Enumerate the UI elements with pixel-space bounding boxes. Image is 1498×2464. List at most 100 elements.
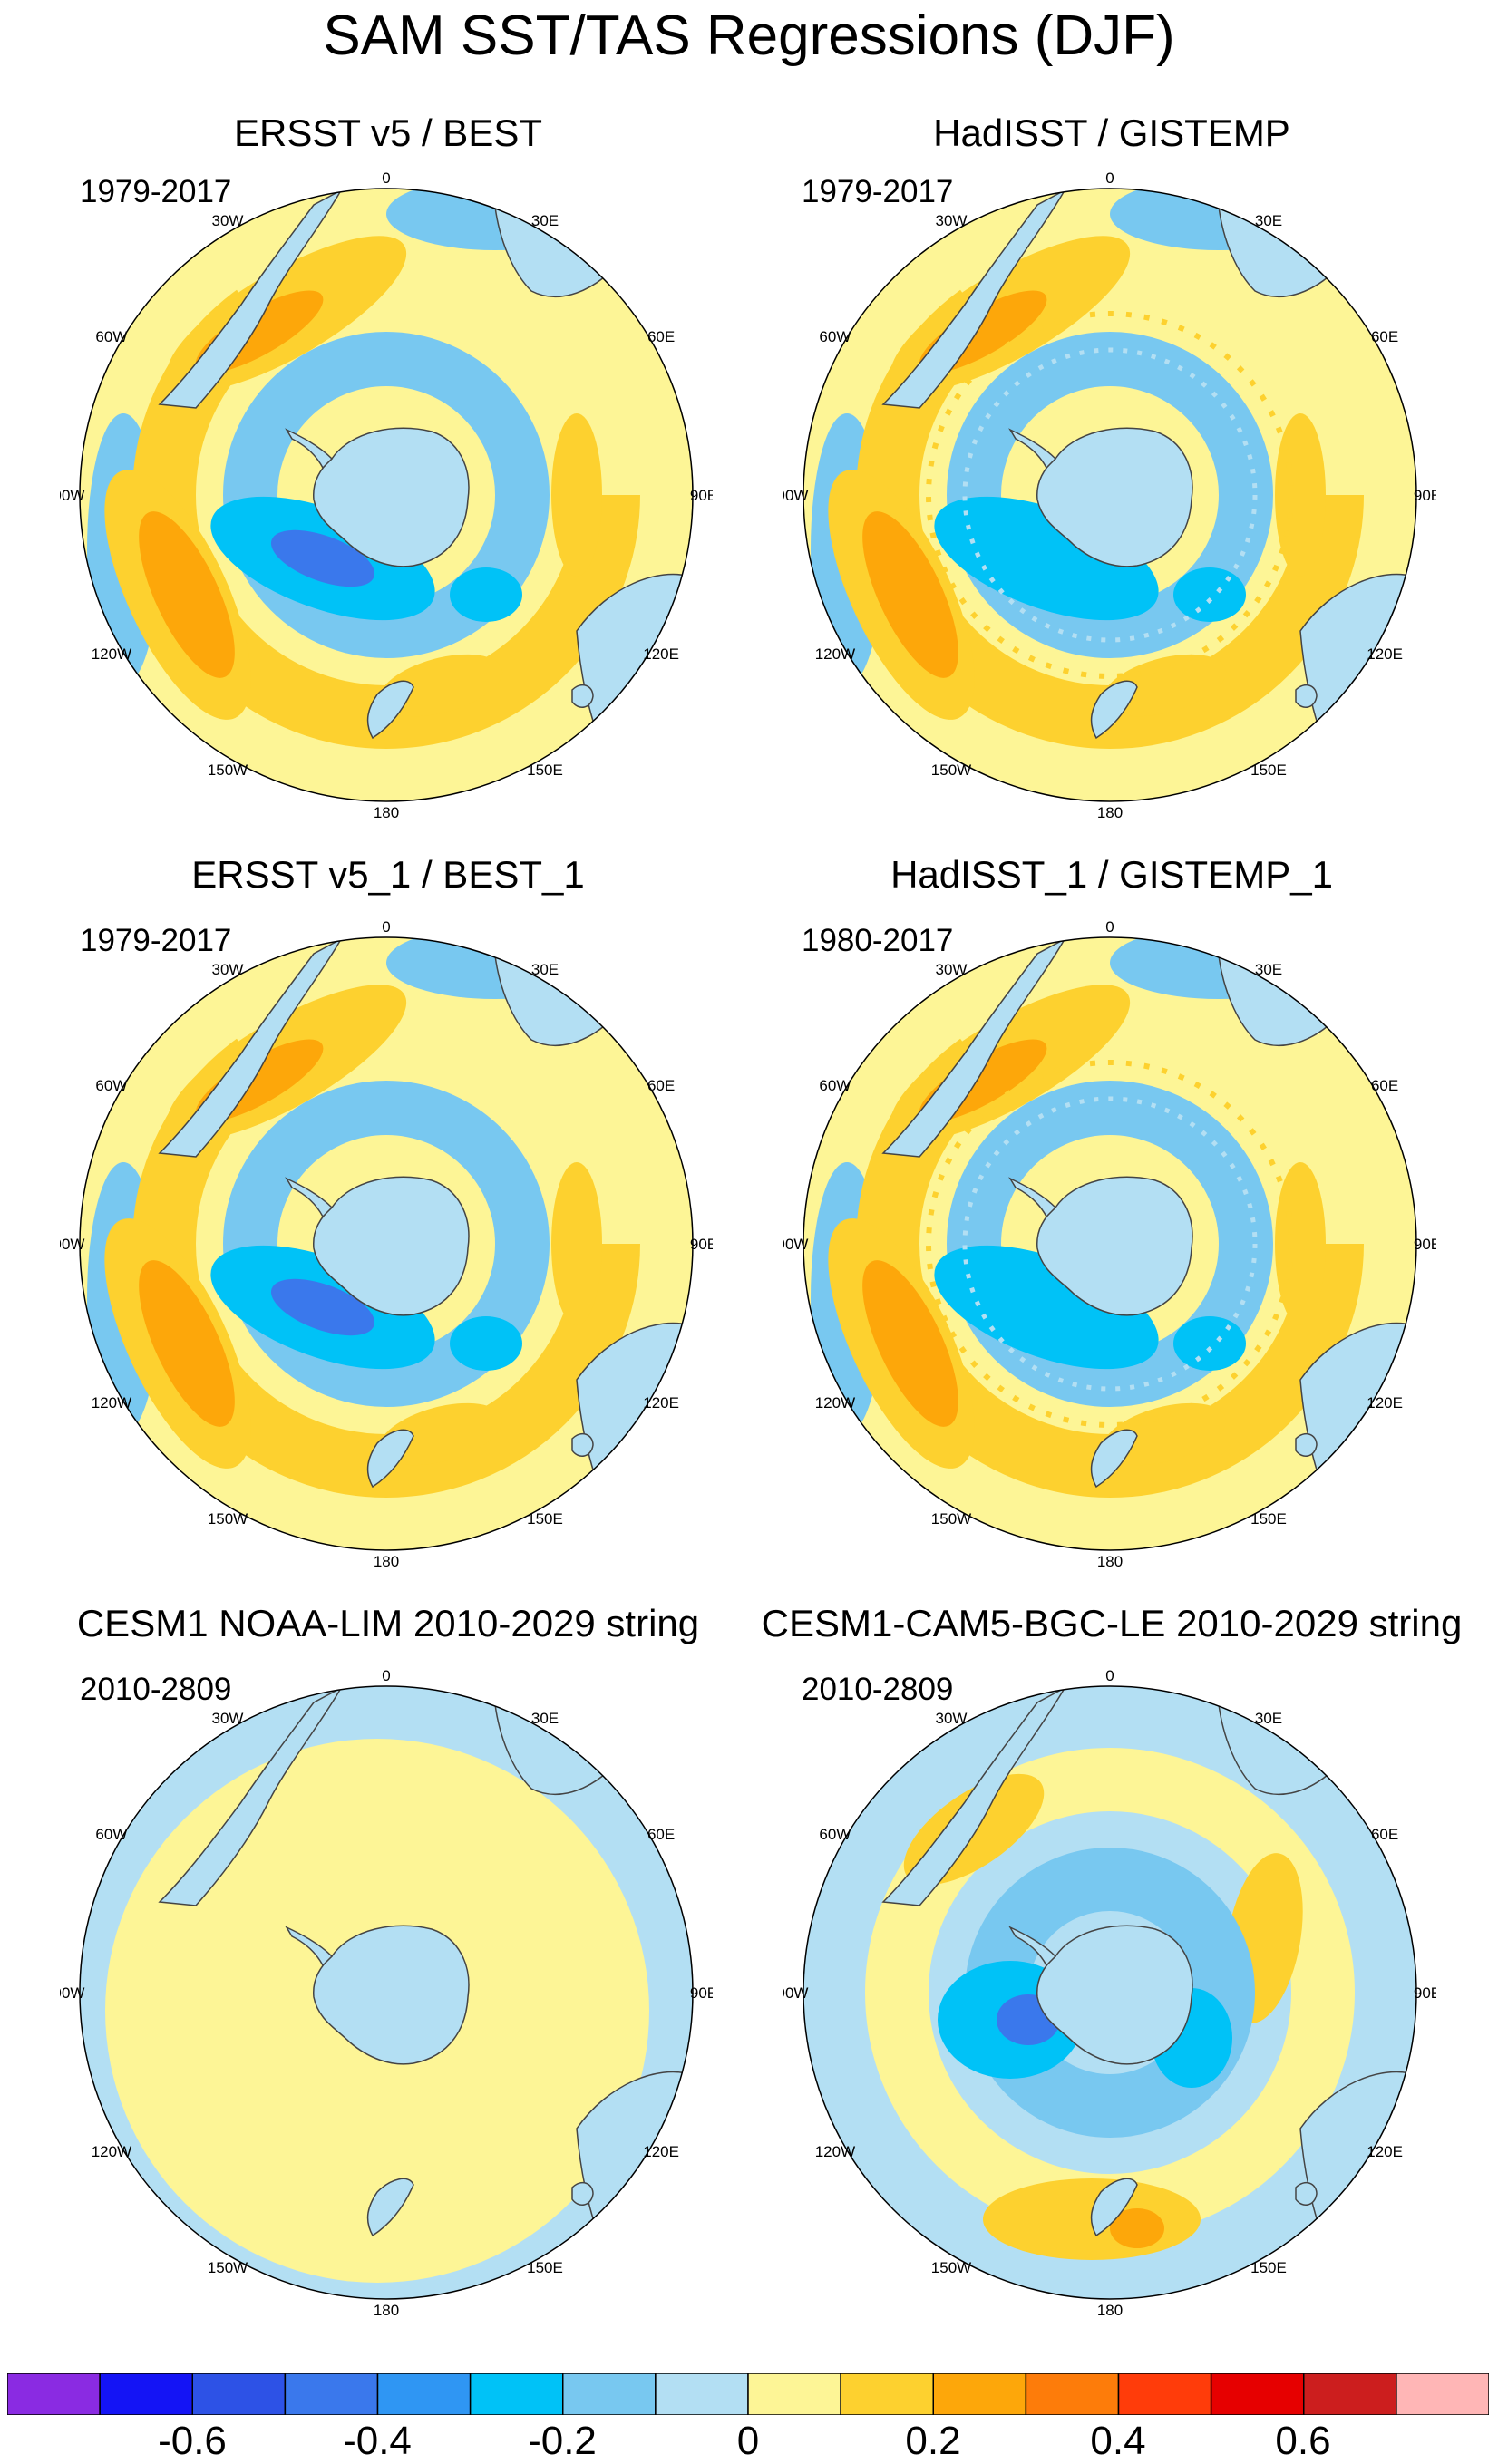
longitude-label: 150W [208,2259,248,2276]
new-zealand-land [366,680,414,740]
negative-anomaly-ring [947,1081,1273,1407]
panel-period-3: 1979-2017 [80,923,232,958]
panel-period-1: 1979-2017 [80,174,232,209]
new-zealand-land [1090,680,1138,740]
longitude-label: 90E [1414,1984,1436,2002]
colorbar-swatch [1025,2373,1120,2415]
amundsen-sea-negative [934,496,1159,621]
longitude-label: 0 [382,170,390,187]
noisy-positive-speckle [926,311,1294,679]
antarctica-land [313,427,470,567]
ross-sea-negative [450,567,522,622]
longitude-label: 180 [374,804,399,821]
amundsen-sea-negative-core [270,1278,375,1336]
longitude-label: 90W [60,1236,84,1253]
colorbar-swatch [284,2373,379,2415]
colorbar-swatch [7,2373,101,2415]
south-atlantic-east-negative [1110,937,1328,999]
colorbar-swatch [1210,2373,1305,2415]
amundsen-sea-negative [934,1245,1159,1370]
longitude-label: 120E [643,645,679,663]
colorbar-swatch [562,2373,657,2415]
longitude-label: 30E [531,1710,559,1727]
ross-sea-negative [1173,1316,1246,1371]
longitude-label: 150E [527,1510,563,1528]
longitude-label: 180 [1097,2302,1123,2319]
map-border [802,1685,1417,2300]
antarctica-land [313,1176,470,1316]
map-border [79,1685,694,2300]
noisy-positive-speckle [926,1060,1294,1428]
map-border [79,936,694,1551]
longitude-label: 120W [92,2143,131,2160]
panel-period-4: 1980-2017 [802,923,954,958]
colorbar-label-3: -0.2 [528,2419,597,2463]
map-field [80,937,693,1550]
colorbar-swatch [191,2373,287,2415]
map-field [80,1686,693,2299]
ross-sea-negative [450,1316,522,1371]
longitude-label: 120W [815,1394,855,1411]
longitude-label: 90W [60,487,84,504]
pacific-positive-core [1110,2208,1164,2248]
colorbar-swatch [840,2373,935,2415]
longitude-label: 150W [931,1510,971,1528]
map-field [803,1686,1416,2299]
longitude-label: 150W [931,2259,971,2276]
colorbar-swatch [655,2373,749,2415]
colorbar-swatch [747,2373,841,2415]
colorbar-swatch [99,2373,194,2415]
longitude-label: 60W [95,328,127,345]
panel-title-2: HadISST / GISTEMP [933,112,1290,154]
longitude-label: 60W [95,1077,127,1094]
indian-ocean-positive [551,413,602,577]
negative-anomaly-ring [947,332,1273,658]
new-zealand-land [1090,2178,1138,2237]
noisy-negative-speckle [962,347,1258,643]
longitude-label: 0 [1105,170,1114,187]
south-atlantic-east-negative [1110,189,1328,250]
longitude-label: 90W [783,487,808,504]
colorbar-label-1: -0.6 [158,2419,227,2463]
colorbar-swatch [1303,2373,1397,2415]
antarctic-peninsula-land [285,428,334,470]
longitude-label: 90E [1414,487,1436,504]
longitude-label: 30E [1255,961,1282,978]
south-pacific-positive-core [139,511,235,678]
new-zealand-land [366,2178,414,2237]
longitude-label: 150E [1250,1510,1287,1528]
longitude-label: 150W [208,1510,248,1528]
longitude-label: 150E [1250,762,1287,779]
antarctica-land [1036,427,1193,567]
antarctica-land [313,1925,470,2065]
longitude-label: 60W [819,328,851,345]
longitude-label: 150W [931,762,971,779]
longitude-label: 180 [1097,1553,1123,1570]
map-field [803,937,1416,1550]
tasmania-land [1295,1432,1318,1457]
longitude-label: 30E [1255,1710,1282,1727]
figure-title: SAM SST/TAS Regressions (DJF) [323,5,1175,67]
longitude-label: 30W [936,212,968,229]
longitude-label: 30W [212,1710,244,1727]
panel-period-2: 1979-2017 [802,174,954,209]
longitude-label: 90W [783,1236,808,1253]
antarctica-land [1036,1925,1193,2065]
new-zealand-land [366,1429,414,1489]
new-zealand-land [1090,1429,1138,1489]
panel-title-4: HadISST_1 / GISTEMP_1 [890,853,1333,896]
amundsen-sea-negative-core [270,529,375,587]
south-atlantic-east-negative [386,189,604,250]
antarctica-land [1036,1176,1193,1316]
longitude-label: 120E [643,1394,679,1411]
polar-map-1: 0 30E 60E 90E 120E 150E 180 150W 120W 90W 60W 30W [60,170,713,821]
longitude-label: 150E [527,2259,563,2276]
panel-title-3: ERSST v5_1 / BEST_1 [191,853,585,896]
new-zealand-positive [378,654,503,717]
longitude-label: 120W [92,645,131,663]
longitude-label: 30E [1255,212,1282,229]
longitude-label: 120W [815,645,855,663]
longitude-label: 30W [212,961,244,978]
polar-map-3: 0 30E 60E 90E 120E 150E 180 150W 120W 90W 60W 30W [60,918,713,1570]
tasmania-land [571,1432,594,1457]
